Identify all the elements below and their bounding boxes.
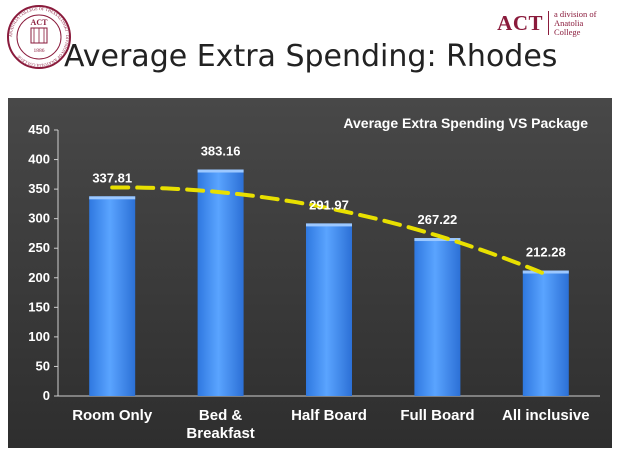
seal-act-text: ACT [31,18,49,27]
bar-top-highlight [306,223,352,227]
x-tick-label-line: Room Only [72,407,153,424]
bar [306,223,352,396]
x-tick-label: Room Only [72,407,153,424]
bar-chart: Average Extra Spending VS Package 0 50 100… [8,98,612,448]
act-brand-subtitle: a division of Anatolia College [554,8,597,37]
x-tick-label-line: Bed & [199,407,243,424]
y-axis-ticks: 0 50 100 150 200 250 300 350 400 450 [28,122,58,403]
act-brand-logo: ACT a division of Anatolia College [497,8,606,38]
seal-year-text: 1886 [34,48,45,54]
x-tick-label: All inclusive [502,407,590,424]
y-tick-label: 250 [28,240,50,255]
x-axis-labels: Room Only Bed & Breakfast Half Board Full Bo… [72,407,589,442]
bar-top-highlight [89,196,136,200]
data-label: 383.16 [201,144,241,159]
bar [414,238,461,396]
y-tick-label: 400 [28,152,50,167]
x-tick-label-line: Full Board [400,407,474,424]
x-tick-label: Bed & Breakfast [186,407,254,442]
y-tick-label: 350 [28,181,50,196]
chart-title: Average Extra Spending VS Package [343,115,588,131]
bar-top-highlight [414,238,461,242]
trendline [110,185,548,277]
data-label: 212.28 [526,245,566,260]
bar [89,196,136,396]
y-tick-label: 300 [28,211,50,226]
y-tick-label: 200 [28,270,50,285]
act-brand-text: ACT [497,10,543,35]
bar [197,169,244,396]
data-label: 291.97 [309,197,349,212]
y-tick-label: 150 [28,299,50,314]
data-label: 337.81 [92,170,132,185]
value-labels-group: 337.81 383.16 291.97 267.22 212.28 [92,144,565,260]
trendline-group [110,185,548,277]
y-tick-label: 450 [28,122,50,137]
x-tick-label-line: Breakfast [186,425,254,442]
x-tick-label-line: Half Board [291,407,367,424]
y-tick-label: 50 [36,358,50,373]
chart-svg: Average Extra Spending VS Package 0 50 100… [8,98,612,448]
y-tick-label: 100 [28,329,50,344]
bar-top-highlight [522,270,569,274]
bars-group [89,169,569,396]
x-tick-label: Half Board [291,407,367,424]
bar-top-highlight [197,169,244,173]
bar [522,270,569,396]
x-tick-label: Full Board [400,407,474,424]
brand-divider [548,11,549,35]
data-label: 267.22 [418,212,458,227]
slide-title: Average Extra Spending: Rhodes [64,39,558,74]
x-tick-label-line: All inclusive [502,407,590,424]
y-tick-label: 0 [43,388,50,403]
college-seal-logo: ANATOLIA COLLEGE OF THESSALONIKI · DIVIS… [6,4,72,70]
